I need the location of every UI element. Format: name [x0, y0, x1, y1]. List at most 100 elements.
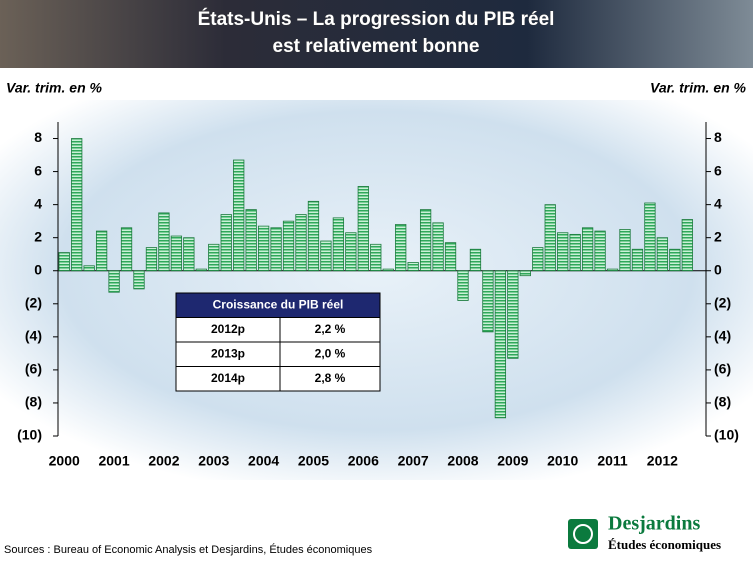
bar: [419, 209, 432, 272]
table-header: Croissance du PIB réel: [213, 297, 344, 311]
x-tick-label: 2001: [98, 453, 129, 469]
plot: 8 8 6 6 4 4 2 2 0 0 (2) (2) (4) (4) (6) (6) (8) (8) (10) (1…: [17, 122, 739, 469]
x-tick-label: 2000: [49, 453, 80, 469]
map-bg: [0, 100, 753, 480]
bar: [345, 232, 357, 272]
bar: [370, 243, 382, 272]
bar: [282, 220, 295, 272]
y-tick-label: 8: [34, 129, 42, 145]
bar: [145, 247, 158, 272]
bar: [631, 248, 644, 272]
x-tick-label: 2009: [497, 453, 528, 469]
y-axis-label: Var. trim. en %: [650, 80, 747, 96]
y-tick-label: (2): [25, 294, 42, 310]
bar: [569, 233, 581, 272]
bar: [83, 265, 95, 272]
bar: [95, 230, 108, 272]
y-tick-label: 8: [714, 129, 722, 145]
bar: [233, 159, 245, 272]
x-tick-label: 2004: [248, 453, 279, 469]
x-tick-label: 2007: [398, 453, 429, 469]
table-row: [175, 341, 381, 367]
bar: [656, 237, 669, 272]
bar: [183, 237, 195, 272]
bar: [532, 247, 544, 272]
table-row: [175, 366, 381, 392]
x-tick-label: 2002: [148, 453, 179, 469]
logo-icon: [573, 524, 593, 544]
bar: [581, 227, 594, 272]
y-tick-label: 4: [34, 195, 42, 211]
bar: [544, 204, 556, 272]
bar: [644, 202, 656, 272]
x-tick-label: 2010: [547, 453, 578, 469]
bar: [482, 270, 494, 333]
bar: [557, 232, 569, 272]
bar: [457, 270, 469, 301]
header-bg: [0, 0, 753, 68]
bar: [270, 227, 282, 272]
bar: [133, 270, 145, 290]
bar: [332, 217, 345, 272]
bar: [519, 270, 531, 277]
x-tick-label: 2006: [348, 453, 379, 469]
bar: [432, 222, 444, 272]
y-tick-label: (8): [25, 394, 42, 410]
bar: [507, 270, 519, 359]
y-tick-label: (8): [714, 394, 731, 410]
bar: [245, 209, 257, 272]
bar: [594, 230, 606, 272]
y-tick-label: (4): [714, 328, 731, 344]
y-tick-label: 6: [714, 162, 722, 178]
y-tick-label: (6): [714, 361, 731, 377]
y-tick-label: (10): [17, 427, 42, 443]
x-tick-label: 2012: [647, 453, 678, 469]
x-tick-label: 2005: [298, 453, 329, 469]
bar: [669, 248, 681, 272]
logo-name: Desjardins: [608, 513, 700, 535]
y-axis-label: Var. trim. en %: [6, 80, 103, 96]
logo-subtitle: Études économiques: [608, 537, 721, 552]
table-cell: 2,2 %: [315, 322, 346, 336]
bar: [71, 138, 83, 272]
bar: [444, 242, 457, 272]
bar: [320, 240, 332, 272]
table: Croissance du PIB réel 2012p 2,2 % 2013p 2,0…: [175, 292, 381, 392]
bar: [395, 224, 407, 272]
bar: [619, 229, 631, 272]
table-cell: 2,8 %: [315, 371, 346, 385]
table-cell: 2014p: [211, 371, 245, 385]
logo-icon: [568, 519, 598, 549]
table-cell: 2012p: [211, 322, 245, 336]
bar: [295, 214, 307, 272]
bar: [158, 212, 170, 272]
bar: [220, 214, 232, 272]
y-tick-label: 4: [714, 195, 722, 211]
bar: [195, 268, 207, 272]
y-tick-label: (10): [714, 427, 739, 443]
y-tick-label: 2: [714, 228, 722, 244]
y-tick-label: (6): [25, 361, 42, 377]
bar: [120, 227, 133, 272]
bar: [307, 200, 320, 272]
bar: [208, 243, 220, 272]
title-line: est relativement bonne: [273, 36, 480, 57]
y-tick-label: (4): [25, 328, 42, 344]
bar: [606, 268, 619, 272]
table-cell: 2,0 %: [315, 346, 346, 360]
x-tick-label: 2008: [447, 453, 478, 469]
x-tick-label: 2003: [198, 453, 229, 469]
bar: [382, 268, 394, 272]
table-cell: 2013p: [211, 346, 245, 360]
bar: [494, 270, 507, 419]
bar: [170, 235, 183, 272]
bar: [407, 262, 419, 272]
bar: [469, 248, 482, 272]
bar: [257, 225, 270, 272]
y-tick-label: 2: [34, 228, 42, 244]
y-tick-label: 6: [34, 162, 42, 178]
source: Sources : Bureau of Economic Analysis et…: [4, 543, 373, 556]
bar: [108, 270, 120, 293]
y-tick-label: (2): [714, 294, 731, 310]
y-tick-label: 0: [714, 261, 722, 277]
